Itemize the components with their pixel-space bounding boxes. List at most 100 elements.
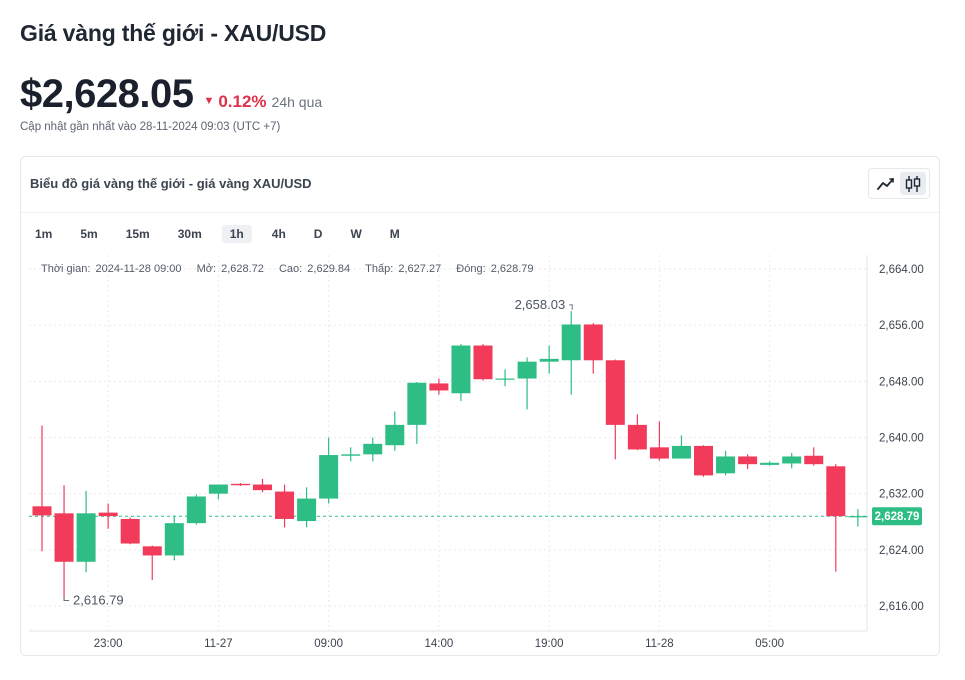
tab-timeframe[interactable]: D [313,227,323,241]
candle-body-down [142,546,162,556]
annotation-pointer [569,304,573,310]
annotation-label: 2,616.79 [73,592,124,607]
ohlc-low-label: Thấp: [365,263,394,275]
candle-body-down [230,483,250,486]
candle [671,435,691,459]
candle-body-up [319,455,339,499]
candle-body-up [76,513,96,562]
candle [539,345,559,374]
candle-body-down [804,455,824,465]
candle-body-down [605,360,625,425]
candle-body-down [738,456,758,465]
candle [319,437,339,504]
candlestick-chart[interactable]: 2,616.00 2,624.00 2,632.00 2,640.00 2,648.00… [21,157,939,655]
candle-body-down [275,491,295,519]
current-price-badge: 2,628.79 [872,507,922,526]
candle-body-up [495,378,515,380]
tab-timeframe[interactable]: W [350,227,362,241]
y-tick-label: 2,664.00 [879,264,924,276]
candle-body-up [297,498,317,522]
candle [649,421,669,461]
y-tick-label: 2,656.00 [879,320,924,332]
candle-body-down [253,484,272,491]
down-caret-icon: ▼ [203,95,215,107]
y-tick-label: 2,640.00 [879,433,924,445]
candle [164,515,184,561]
candle [98,503,118,529]
candle-body-up [341,454,361,456]
candle-body-up [848,516,868,518]
x-tick-label: 23:00 [94,638,123,650]
candle-body-up [539,358,559,362]
candlestick-mode-button[interactable] [899,172,926,195]
candle [716,450,736,476]
chart-title: Biểu đồ giá vàng thế giới - giá vàng XAU… [30,176,312,191]
x-tick-label: 11-27 [204,638,233,650]
candle [297,487,317,528]
y-tick-label: 2,648.00 [879,376,924,388]
candle [407,382,427,444]
candle-body-down [98,512,118,517]
candle [32,425,52,552]
candle [694,445,713,477]
candle-body-down [54,513,74,562]
candle-body-down [694,445,713,476]
tab-timeframe[interactable]: M [389,227,400,241]
candle-body-up [561,324,581,361]
candle-body-down [473,345,493,380]
candle [385,411,405,451]
ohlc-high: 2,629.84 [307,263,351,275]
tab-timeframe[interactable]: 4h [271,227,286,241]
last-updated: Cập nhật gần nhất vào 28-11-2024 09:03 (… [20,121,281,133]
candle [142,545,162,581]
chart-mode-toggle [868,168,930,199]
candle [826,464,846,572]
x-tick-label: 05:00 [755,638,784,650]
chart-card: Biểu đồ giá vàng thế giới - giá vàng XAU… [20,156,940,656]
candle-body-down [120,518,140,544]
chart-card-header: Biểu đồ giá vàng thế giới - giá vàng XAU… [21,157,939,213]
candle [230,483,250,486]
candle [561,311,581,395]
candle [473,344,493,381]
x-tick-label: 09:00 [314,638,343,650]
tab-timeframe[interactable]: 1m [35,227,53,241]
candle [517,357,537,410]
x-tick-label: 14:00 [425,638,454,650]
candle-body-down [649,447,669,459]
x-tick-label: 19:00 [535,638,564,650]
tab-timeframe[interactable]: 30m [177,227,202,241]
candle [429,378,449,395]
price-annotation: 2,616.79 [63,592,124,607]
candle-body-up [517,361,537,379]
candle [120,517,140,545]
change-period: 24h qua [271,94,323,110]
y-tick-label: 2,616.00 [879,601,924,613]
candle-body-up [760,462,780,465]
candle [253,478,272,493]
candle-body-down [583,324,603,361]
candle-body-up [363,443,383,455]
candle-body-up [716,456,736,474]
candle [451,344,471,401]
candle-body-up [407,382,427,425]
change-percent: 0.12% [218,92,267,111]
ohlc-open: 2,628.72 [221,263,264,275]
candle-body-up [186,496,206,524]
line-mode-button[interactable] [873,172,899,195]
tab-timeframe-active[interactable]: 1h [221,225,252,243]
ohlc-time-label: Thời gian: [41,263,91,275]
current-price-badge-bg [872,507,922,526]
candle-body-up [671,445,691,459]
annotation-pointer [63,596,70,601]
current-price: $2,628.05 [20,72,194,116]
ohlc-low: 2,627.27 [398,263,442,275]
price-summary: $2,628.05 ▼ 0.12% 24h qua [20,72,322,117]
annotation-label: 2,658.03 [515,297,566,312]
candle-body-up [782,456,802,464]
tab-timeframe[interactable]: 5m [80,227,98,241]
tab-timeframe[interactable]: 15m [125,227,150,241]
candle-body-down [429,383,449,391]
candle [208,484,228,500]
ohlc-time: 2024-11-28 09:00 [95,263,182,275]
